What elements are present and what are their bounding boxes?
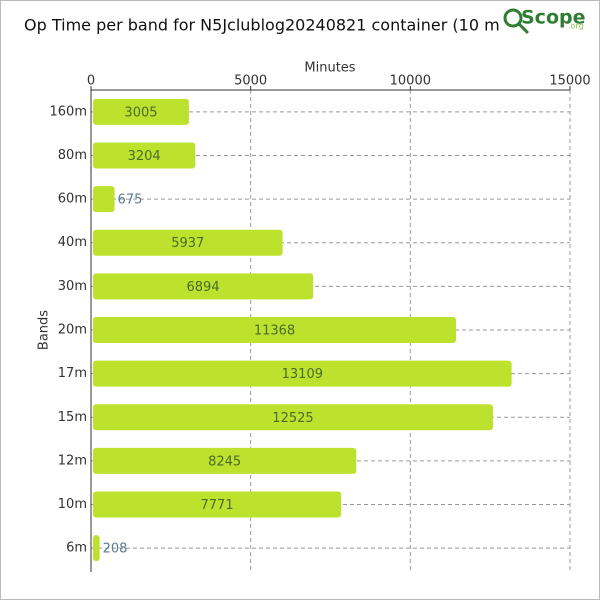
x-tick-label: 10000 [390,74,431,89]
logo-handle [517,22,530,35]
value-label: 11368 [254,324,295,339]
value-label: 5937 [171,236,204,251]
chart-title: Op Time per band for N5Jclublog20240821 … [24,16,538,35]
x-tick-label: 15000 [549,74,590,89]
bar [93,317,457,343]
y-tick-label: 6m [66,541,87,556]
logo-suffix: .org [568,22,584,31]
bar [93,273,314,300]
logo-text: Scope [521,7,586,29]
logo-lens [503,8,523,28]
bar [93,98,189,125]
y-tick-label: 160m [50,104,87,119]
bar [93,447,357,474]
y-tick-label: 80m [58,148,87,163]
y-tick-label: 10m [58,497,87,512]
y-tick-label: 12m [58,453,87,468]
bar [93,186,115,213]
y-tick-label: 20m [58,323,87,338]
value-label: 13109 [282,367,323,382]
y-tick-label: 17m [58,366,87,381]
y-tick-label: 40m [58,235,87,250]
x-tick-label: 0 [87,74,95,89]
value-label: 208 [103,542,128,557]
bar [93,404,493,431]
bar [93,360,512,387]
value-label: 3005 [124,105,157,120]
value-label: 675 [118,193,143,208]
value-label: 12525 [272,411,313,426]
value-label: 6894 [187,280,220,295]
bar [93,142,196,169]
bar [93,535,100,562]
y-axis-label: Bands [37,310,52,350]
bar [93,229,283,256]
value-label: 8245 [208,454,241,469]
value-label: 7771 [201,498,234,513]
x-tick-label: 5000 [234,74,267,89]
y-tick-label: 60m [58,192,87,207]
value-label: 3204 [128,149,161,164]
y-tick-label: 30m [58,279,87,294]
x-axis-label: Minutes [304,61,355,76]
bar [93,491,342,518]
y-tick-label: 15m [58,410,87,425]
